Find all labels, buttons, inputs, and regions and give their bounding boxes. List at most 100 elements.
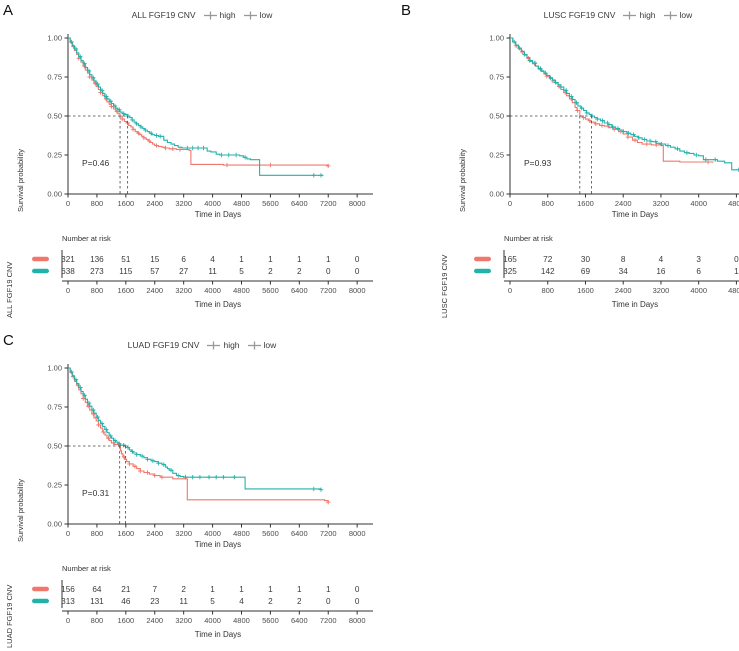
risk-count: 2 (181, 585, 186, 594)
risk-swatch-low (32, 268, 49, 274)
risk-count: 0 (326, 267, 331, 276)
risk-x-tick-label: 6400 (291, 616, 308, 625)
risk-count: 5 (210, 597, 215, 606)
y-tick-label: 0.25 (47, 481, 62, 490)
risk-x-tick-label: 0 (508, 286, 512, 295)
high-censor-icon (207, 341, 221, 349)
risk-x-tick-label: 0 (66, 286, 70, 295)
risk-count: 7 (152, 585, 157, 594)
legend-label-high: high (219, 10, 236, 20)
risk-x-axis-label: Time in Days (612, 300, 658, 309)
x-tick-label: 3200 (653, 199, 670, 208)
censor-marks-low (69, 369, 324, 492)
survival-plot: P=0.31 1.00 0.75 0.50 0.25 0.00 0 800 1600 2400 3… (26, 356, 376, 556)
risk-x-tick-label: 7200 (320, 616, 337, 625)
panel-B: B LUSC FGF19 CNV high low Survival proba… (398, 0, 739, 330)
panel-letter: C (3, 332, 14, 349)
plot-title-row: LUAD FGF19 CNV high low (28, 340, 376, 350)
survival-curve-high (68, 37, 329, 166)
risk-count: 313 (61, 597, 75, 606)
risk-count: 1 (239, 255, 244, 264)
risk-count: 2 (297, 267, 302, 276)
survival-curve-high (510, 37, 714, 163)
censor-marks-high (71, 44, 331, 169)
risk-count: 142 (541, 267, 555, 276)
risk-count: 2 (297, 597, 302, 606)
risk-x-tick-label: 800 (91, 616, 104, 625)
risk-swatch-high (474, 256, 491, 262)
legend-label-low: low (259, 10, 273, 20)
x-tick-label: 0 (66, 529, 70, 538)
legend-label-high: high (223, 340, 240, 350)
risk-x-tick-label: 3200 (175, 286, 192, 295)
risk-count: 16 (656, 267, 666, 276)
y-axis-label: Survival probability (458, 149, 467, 212)
y-tick-label: 0.00 (47, 190, 62, 199)
risk-x-tick-label: 4800 (233, 286, 250, 295)
risk-swatch-low (474, 268, 491, 274)
risk-count: 321 (61, 255, 75, 264)
risk-x-tick-label: 800 (91, 286, 104, 295)
risk-count: 34 (619, 267, 629, 276)
x-tick-label: 2400 (146, 529, 163, 538)
y-tick-label: 0.75 (47, 73, 62, 82)
censor-marks-low (69, 39, 324, 178)
x-tick-label: 5600 (262, 199, 279, 208)
risk-count: 0 (355, 267, 360, 276)
survival-plot: P=0.46 1.00 0.75 0.50 0.25 0.00 0 800 1600 2400 3… (26, 26, 376, 226)
x-tick-label: 1600 (577, 199, 594, 208)
x-tick-label: 800 (541, 199, 554, 208)
y-tick-label: 0.00 (489, 190, 504, 199)
legend-label-low: low (679, 10, 693, 20)
x-tick-label: 2400 (615, 199, 632, 208)
risk-count: 156 (61, 585, 75, 594)
x-axis-label: Time in Days (612, 210, 658, 219)
risk-x-tick-label: 2400 (615, 286, 632, 295)
y-tick-label: 0.75 (489, 73, 504, 82)
risk-count: 0 (355, 585, 360, 594)
risk-count: 1 (297, 255, 302, 264)
x-tick-label: 4000 (204, 199, 221, 208)
y-tick-label: 0.50 (47, 112, 62, 121)
legend-item-low: low (247, 340, 276, 350)
risk-x-axis-label: Time in Days (195, 300, 241, 309)
risk-x-tick-label: 2400 (146, 616, 163, 625)
risk-count: 2 (268, 267, 273, 276)
risk-x-tick-label: 8000 (349, 286, 366, 295)
risk-x-tick-label: 0 (66, 616, 70, 625)
legend-item-high: high (622, 10, 656, 20)
low-censor-icon (663, 11, 677, 19)
low-censor-icon (243, 11, 257, 19)
censor-marks-high (513, 43, 711, 165)
x-tick-label: 1600 (117, 529, 134, 538)
risk-count: 325 (503, 267, 517, 276)
risk-count: 1 (210, 585, 215, 594)
x-tick-label: 2400 (146, 199, 163, 208)
x-tick-label: 5600 (262, 529, 279, 538)
y-tick-label: 1.00 (489, 34, 504, 43)
risk-x-tick-label: 4000 (204, 286, 221, 295)
risk-count: 51 (121, 255, 131, 264)
risk-count: 115 (119, 267, 132, 276)
panel-letter: A (3, 2, 14, 19)
risk-count: 6 (181, 255, 186, 264)
plot-title: ALL FGF19 CNV (131, 10, 196, 20)
plot-title: LUSC FGF19 CNV (543, 10, 616, 20)
y-tick-label: 0.25 (489, 151, 504, 160)
high-censor-icon (623, 11, 637, 19)
risk-count: 1 (239, 585, 244, 594)
x-tick-label: 8000 (349, 199, 366, 208)
risk-table-title: Number at risk (62, 564, 111, 573)
risk-count: 21 (121, 585, 131, 594)
risk-x-tick-label: 3200 (653, 286, 670, 295)
plot-title-row: ALL FGF19 CNV high low (28, 10, 376, 20)
survival-plot: P=0.93 1.00 0.75 0.50 0.25 0.00 0 800 1600 2400 3… (468, 26, 739, 226)
risk-count: 1 (326, 585, 331, 594)
pvalue-annotation: P=0.46 (82, 158, 110, 168)
risk-count: 30 (581, 255, 591, 264)
risk-x-tick-label: 6400 (291, 286, 308, 295)
risk-x-tick-label: 3200 (175, 616, 192, 625)
risk-x-tick-label: 7200 (320, 286, 337, 295)
risk-count: 64 (92, 585, 102, 594)
